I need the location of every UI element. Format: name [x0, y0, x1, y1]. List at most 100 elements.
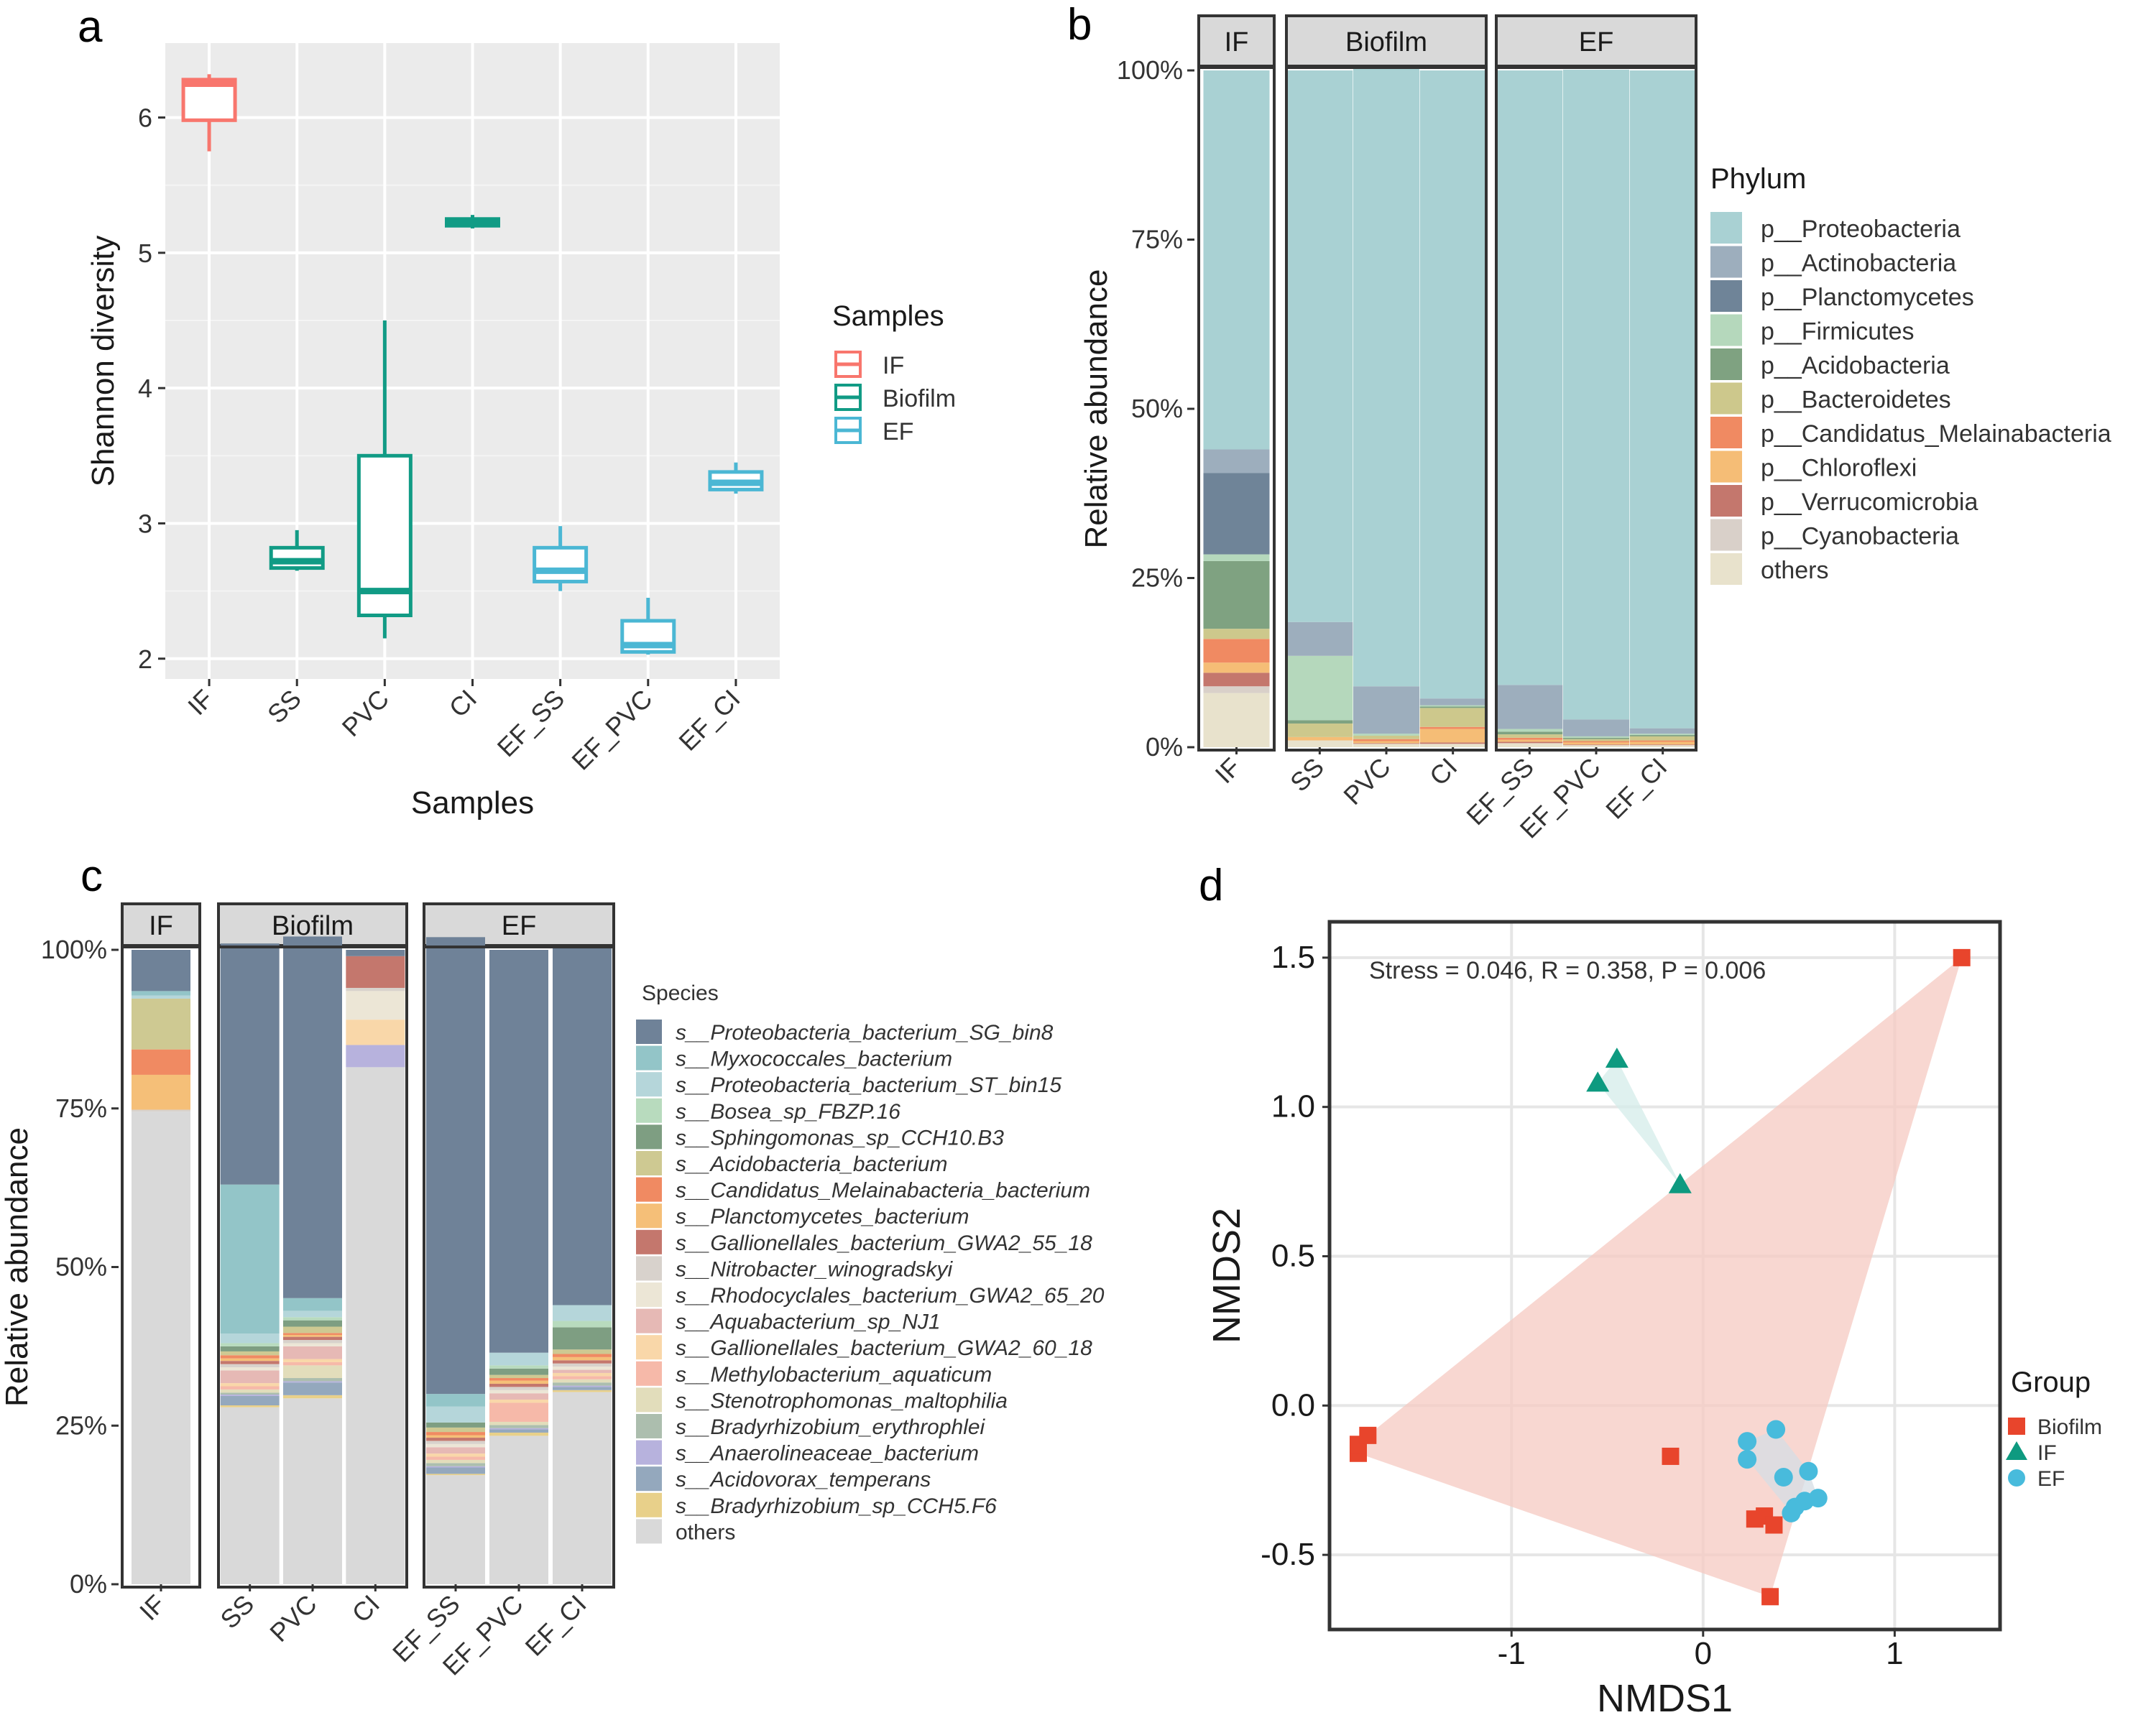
legend-label: p__Cyanobacteria [1761, 523, 1959, 550]
bar-segment [489, 1374, 548, 1379]
legend-key [1710, 519, 1742, 551]
bar-segment [283, 1378, 342, 1382]
bar-segment [283, 1381, 342, 1383]
bar-segment [132, 1074, 190, 1110]
legend-key [636, 1124, 662, 1150]
y-tick-label: 50% [1131, 394, 1183, 423]
bar-segment [1496, 741, 1563, 744]
bar-segment [1203, 693, 1270, 747]
bar-segment [1629, 744, 1696, 746]
legend-label: s__Proteobacteria_bacterium_ST_bin15 [676, 1073, 1061, 1097]
legend-label: s__Acidovorax_temperans [676, 1468, 931, 1492]
y-tick-label: 75% [55, 1094, 107, 1123]
bar-segment [426, 1467, 485, 1474]
bar-segment [1203, 70, 1270, 450]
y-tick-label: 5 [138, 239, 152, 268]
point-if [1668, 1173, 1692, 1193]
bar-segment [426, 1459, 485, 1464]
bar-segment [1496, 685, 1563, 729]
y-tick-label: 75% [1131, 225, 1183, 254]
legend-label: Biofilm [883, 385, 956, 412]
bar-segment [346, 1045, 405, 1068]
x-tick-label: PVC [264, 1589, 322, 1647]
bar-segment [1496, 731, 1563, 735]
bar-segment [1203, 672, 1270, 687]
facet-strip-label: IF [1225, 27, 1249, 57]
bar-segment [553, 1360, 612, 1364]
bar-segment [283, 1333, 342, 1335]
legend-title: Species [642, 981, 719, 1005]
legend-label: p__Planctomycetes [1761, 284, 1974, 311]
legend-label: others [676, 1520, 735, 1544]
legend-title: Group [2011, 1367, 2091, 1398]
legend-label: p__Bacteroidetes [1761, 387, 1951, 414]
bar-segment [1629, 70, 1696, 729]
bar-segment [220, 1343, 280, 1346]
bar-segment [1203, 449, 1270, 473]
group-hull-if [1598, 1059, 1680, 1185]
bar-segment [220, 1351, 280, 1356]
facet-strip-label: Biofilm [272, 911, 354, 941]
facet-border [423, 946, 615, 1589]
bar-segment [553, 1354, 612, 1357]
legend-key [2006, 1441, 2027, 1460]
bar-segment [426, 1438, 485, 1441]
bar-segment [1629, 735, 1696, 736]
legend-key [636, 1414, 662, 1438]
y-tick-label: 0% [70, 1569, 107, 1599]
bar-segment [220, 1361, 280, 1364]
legend-label: s__Bradyrhizobium_erythrophlei [676, 1415, 986, 1439]
x-tick-label: IF [182, 684, 219, 721]
bar-segment [283, 1343, 342, 1346]
y-tick-label: 25% [55, 1410, 107, 1440]
y-axis-title: Shannon diversity [86, 236, 121, 487]
bar-segment [426, 1394, 485, 1407]
legend-key [636, 1492, 662, 1517]
bar-segment [1353, 686, 1419, 734]
panel-letter-a: a [78, 2, 103, 52]
legend-label: s__Myxococcales_bacterium [676, 1048, 952, 1071]
bar-segment [489, 1400, 548, 1403]
y-tick-label: 6 [138, 103, 152, 133]
panel-d: d Stress = 0.046, R = 0.358, P = 0.006 -0.… [1199, 861, 2102, 1715]
bar-segment [346, 1020, 405, 1045]
legend-key [636, 1098, 662, 1123]
bar-segment [426, 1456, 485, 1460]
legend-label: s__Acidobacteria_bacterium [676, 1152, 948, 1176]
bar-segment [283, 1398, 342, 1584]
bar-segment [1629, 728, 1696, 734]
legend-key [1710, 450, 1742, 483]
facet-strip [1495, 14, 1697, 68]
bar-segment [489, 1429, 548, 1433]
bar-segment [1353, 741, 1419, 744]
y-tick-label: 2 [138, 644, 152, 674]
bar-segment [1203, 560, 1270, 629]
legend-key [636, 1282, 662, 1307]
bar-segment [1496, 734, 1563, 738]
bar-segment [1353, 739, 1419, 741]
bar-segment [220, 1405, 280, 1407]
bar-segment [1353, 743, 1419, 744]
bar-segment [1563, 736, 1629, 738]
y-tick-label: 50% [55, 1252, 107, 1282]
bar-segment [1353, 734, 1419, 736]
bar-segment [132, 998, 190, 1050]
bar-segment [1419, 698, 1486, 706]
bar-segment [1629, 740, 1696, 742]
facet-strip-label: EF [1579, 27, 1614, 57]
y-axis-title: NMDS2 [1205, 1208, 1248, 1344]
bar-segment [1629, 734, 1696, 736]
legend-label: p__Chloroflexi [1761, 455, 1917, 482]
legend-key [1710, 485, 1742, 517]
y-tick-label: 1.5 [1271, 940, 1315, 975]
bar-segment [553, 1369, 612, 1373]
bar-segment [426, 1441, 485, 1444]
bar-segment [1419, 705, 1486, 707]
bar-segment [426, 1447, 485, 1454]
legend-label: s__Nitrobacter_winogradskyi [676, 1257, 954, 1281]
bar-segment [1203, 473, 1270, 555]
legend-key [1710, 348, 1742, 380]
bar-segment [489, 1380, 548, 1384]
